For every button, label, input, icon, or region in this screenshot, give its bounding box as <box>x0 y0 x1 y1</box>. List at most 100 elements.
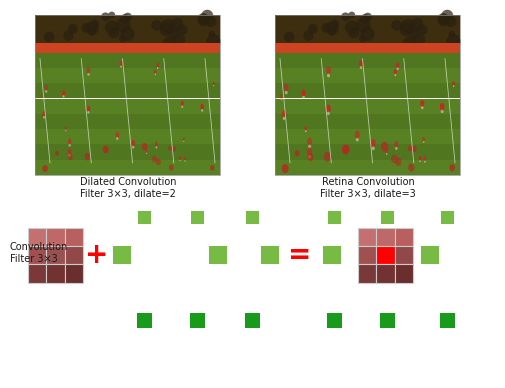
Bar <box>394 264 412 282</box>
Ellipse shape <box>394 158 401 166</box>
Ellipse shape <box>423 161 425 163</box>
Ellipse shape <box>179 160 180 161</box>
Circle shape <box>120 27 134 41</box>
Bar <box>35 43 220 53</box>
Circle shape <box>108 12 115 19</box>
Ellipse shape <box>68 154 73 160</box>
Ellipse shape <box>156 63 159 68</box>
Circle shape <box>44 32 54 42</box>
Ellipse shape <box>390 154 397 163</box>
Ellipse shape <box>40 95 42 98</box>
Circle shape <box>151 20 162 31</box>
Bar <box>35 15 220 43</box>
Bar <box>380 312 395 327</box>
Bar <box>138 211 151 223</box>
Bar <box>274 144 459 160</box>
Ellipse shape <box>423 156 426 161</box>
Ellipse shape <box>155 142 158 147</box>
Circle shape <box>205 16 216 27</box>
Bar <box>65 246 83 264</box>
Ellipse shape <box>451 81 454 86</box>
Circle shape <box>308 24 317 34</box>
Bar <box>245 312 260 327</box>
Ellipse shape <box>183 157 186 161</box>
Circle shape <box>321 23 330 33</box>
Bar <box>65 264 83 282</box>
Circle shape <box>68 24 78 34</box>
Circle shape <box>177 24 187 35</box>
Ellipse shape <box>325 66 330 75</box>
Bar <box>274 53 459 68</box>
Circle shape <box>400 19 415 34</box>
Bar <box>274 99 459 114</box>
Text: Convolution
Filter 3×3: Convolution Filter 3×3 <box>10 242 68 263</box>
Ellipse shape <box>41 98 42 99</box>
Circle shape <box>416 24 427 35</box>
Ellipse shape <box>103 146 109 153</box>
Circle shape <box>447 31 454 37</box>
Text: =: = <box>288 241 311 269</box>
Circle shape <box>168 28 179 39</box>
Circle shape <box>360 14 369 24</box>
Ellipse shape <box>42 165 48 172</box>
Circle shape <box>160 23 172 36</box>
Text: Retina Convolution
Filter 3×3, dilate=3: Retina Convolution Filter 3×3, dilate=3 <box>320 177 415 199</box>
Ellipse shape <box>116 137 118 140</box>
Ellipse shape <box>183 140 184 142</box>
Ellipse shape <box>419 100 424 107</box>
Bar <box>274 83 459 99</box>
Bar <box>274 43 459 53</box>
Ellipse shape <box>326 112 329 115</box>
Bar <box>35 160 220 175</box>
Circle shape <box>116 18 130 33</box>
Bar <box>358 246 376 264</box>
Ellipse shape <box>452 85 453 87</box>
Ellipse shape <box>308 145 311 148</box>
Bar <box>274 129 459 144</box>
Bar <box>441 211 453 223</box>
Bar <box>274 68 459 83</box>
Bar <box>35 83 220 99</box>
Bar <box>137 312 152 327</box>
Circle shape <box>358 35 365 42</box>
Ellipse shape <box>86 67 90 74</box>
Ellipse shape <box>407 145 412 151</box>
Circle shape <box>437 13 448 24</box>
Circle shape <box>160 19 175 34</box>
Ellipse shape <box>179 157 181 160</box>
Ellipse shape <box>418 156 421 161</box>
Bar <box>274 15 459 175</box>
Ellipse shape <box>393 74 395 76</box>
Bar <box>46 264 65 282</box>
Circle shape <box>408 28 418 39</box>
Ellipse shape <box>394 147 397 150</box>
Ellipse shape <box>359 60 362 67</box>
Circle shape <box>63 31 73 41</box>
Bar <box>394 227 412 246</box>
Ellipse shape <box>305 130 306 132</box>
Circle shape <box>120 14 129 24</box>
Circle shape <box>172 33 185 46</box>
Bar <box>191 211 204 223</box>
Bar <box>35 68 220 83</box>
Ellipse shape <box>43 116 45 119</box>
Ellipse shape <box>325 105 330 113</box>
Circle shape <box>347 12 355 19</box>
Circle shape <box>340 12 349 21</box>
Circle shape <box>101 12 110 21</box>
Bar <box>35 144 220 160</box>
Ellipse shape <box>146 152 147 154</box>
Ellipse shape <box>212 82 214 85</box>
Ellipse shape <box>283 84 288 92</box>
Ellipse shape <box>200 109 203 112</box>
Bar <box>261 246 278 264</box>
Bar <box>376 227 394 246</box>
Circle shape <box>163 37 174 48</box>
Ellipse shape <box>68 149 71 155</box>
Circle shape <box>360 27 374 41</box>
Circle shape <box>123 13 132 21</box>
Bar <box>327 312 342 327</box>
Circle shape <box>325 21 338 35</box>
Bar <box>246 211 259 223</box>
Ellipse shape <box>279 94 282 99</box>
